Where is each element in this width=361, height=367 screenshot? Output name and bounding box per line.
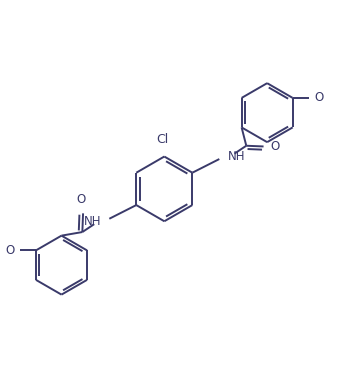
Text: NH: NH xyxy=(83,215,101,228)
Text: Cl: Cl xyxy=(156,134,169,146)
Text: O: O xyxy=(314,91,323,105)
Text: O: O xyxy=(5,244,15,257)
Text: O: O xyxy=(77,193,86,206)
Text: O: O xyxy=(270,140,279,153)
Text: NH: NH xyxy=(227,150,245,163)
